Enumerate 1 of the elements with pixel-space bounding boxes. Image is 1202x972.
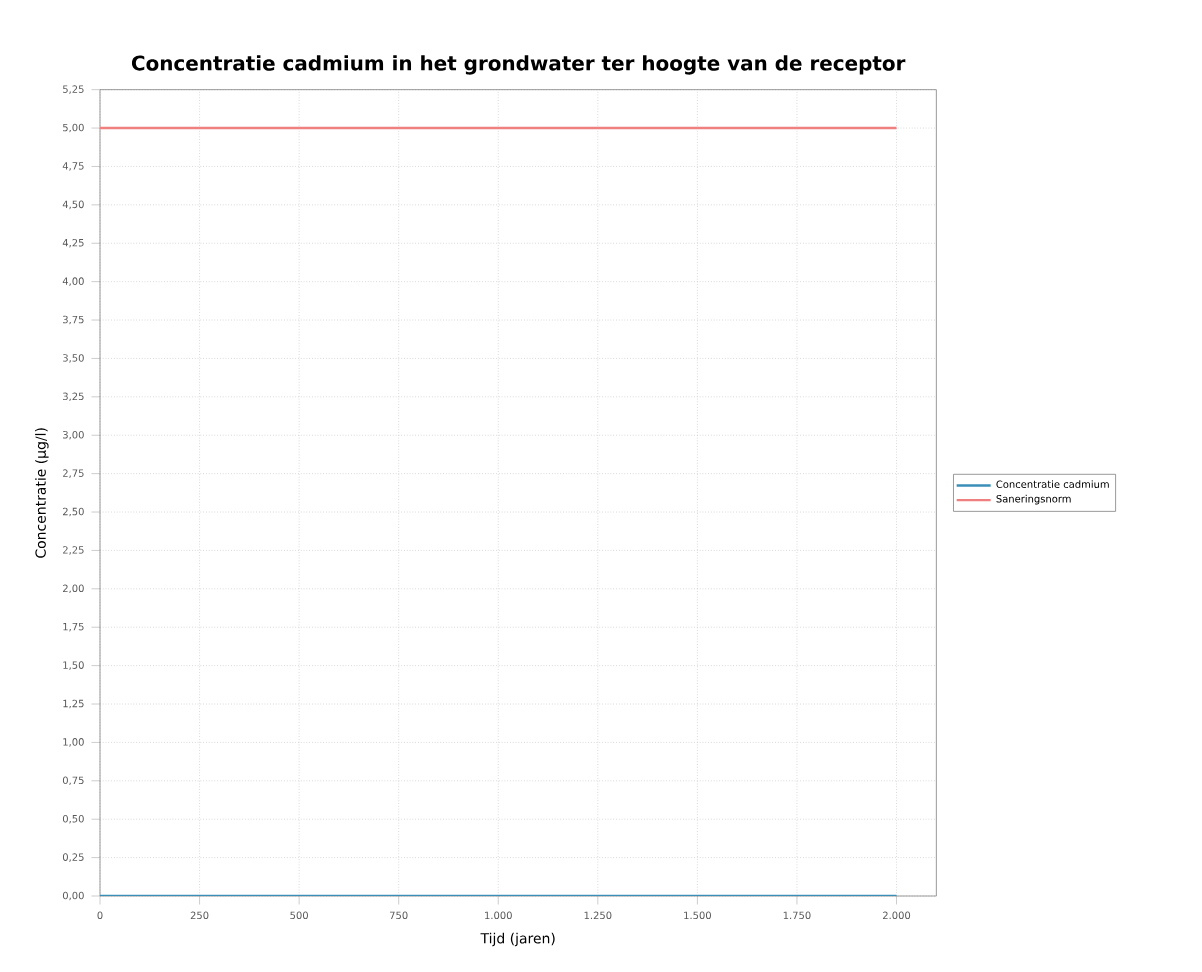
chart-title: Concentratie cadmium in het grondwater ter hoogte van de receptor [131,55,906,75]
